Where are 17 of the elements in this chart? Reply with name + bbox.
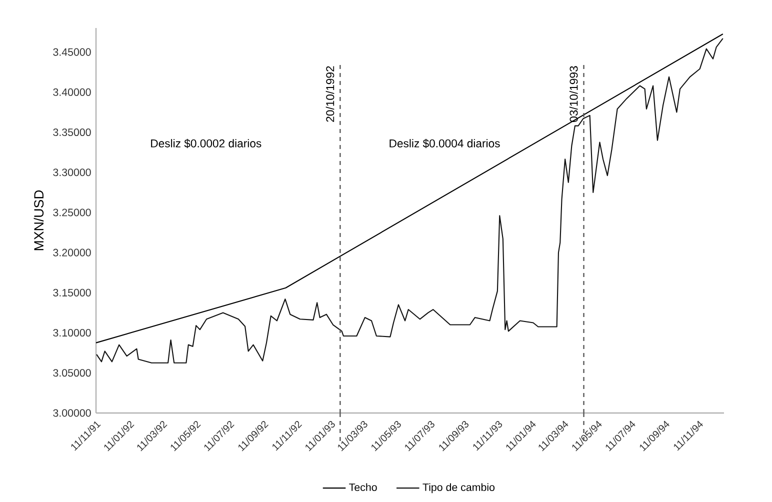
y-tick-label: 3.30000 <box>53 168 91 176</box>
legend-label: Techo <box>349 483 377 492</box>
ref-line-label: 03/10/1993 <box>569 66 578 122</box>
y-tick-label: 3.25000 <box>53 208 91 216</box>
y-tick-label: 3.20000 <box>53 248 91 256</box>
y-tick-label: 3.45000 <box>53 48 91 56</box>
y-tick-label: 3.05000 <box>53 369 91 377</box>
legend-label: Tipo de cambio <box>422 483 495 494</box>
y-tick-label: 3.00000 <box>53 409 91 417</box>
y-tick-label: 3.35000 <box>53 128 91 136</box>
ref-line-label: 20/10/1992 <box>326 66 334 122</box>
annotation: Desliz $0.0002 diarios <box>151 138 262 148</box>
annotation: Desliz $0.0004 diarios <box>390 138 500 148</box>
y-axis-title: MXN/USD <box>34 190 44 250</box>
y-tick-label: 3.40000 <box>53 88 91 96</box>
y-tick-label: 3.10000 <box>53 329 91 337</box>
y-tick-label: 3.15000 <box>53 288 91 296</box>
